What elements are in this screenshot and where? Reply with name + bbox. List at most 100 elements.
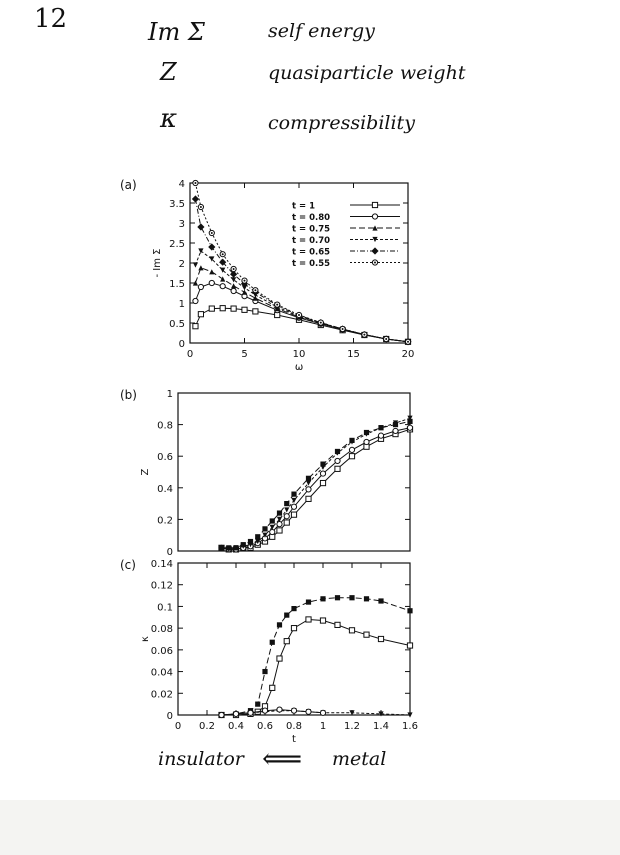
panel-c-ytick-label-7: 0.14	[151, 559, 173, 570]
panel-a-series-2-point-4	[231, 283, 237, 289]
panel-c-series-3-point-0	[218, 711, 225, 719]
panel-a-series-5-line	[194, 182, 409, 343]
panel-a-series-1-line	[194, 282, 409, 343]
panel-a-label: (a)	[120, 178, 137, 192]
panel-a-series-5-point-11-dot	[363, 333, 366, 336]
panel-a-ytick-label-5: 2.5	[169, 239, 185, 250]
panel-c-series-0-point-6	[276, 622, 283, 628]
panel-c-series-1-point-10	[319, 617, 327, 624]
panel-a-legend-label-4: t = 0.65	[292, 248, 330, 258]
page-number: 12	[34, 4, 68, 34]
panel-b-series-1-point-18	[406, 424, 414, 431]
panel-a-xtick-label-3: 15	[347, 349, 360, 360]
panel-b-series-2-point-18	[407, 415, 413, 421]
panel-b-series-2-point-6	[262, 532, 268, 538]
panel-a-series-3-point-1	[198, 248, 204, 254]
panel-a-legend-marker-0	[371, 201, 379, 209]
panel-b-frame	[177, 392, 411, 552]
panel-c-series-0-point-14	[378, 598, 384, 604]
note-meaning-compressibility: compressibility	[268, 112, 415, 134]
panel-b-series-1-point-12	[319, 470, 327, 477]
footer-insulator-label: insulator	[158, 748, 244, 770]
panel-a-series-0-point-6	[252, 308, 259, 315]
panel-a-legend-label-3: t = 0.70	[292, 236, 330, 246]
panel-b-series-3-point-9	[284, 501, 290, 507]
panel-a-series-4-point-2	[208, 243, 216, 251]
panel-a-series-1-point-1	[197, 283, 204, 291]
panel-b-series-3-point-10	[291, 491, 297, 497]
panel-c-xtick-label-1: 0.2	[199, 721, 215, 732]
panel-a-series-4-point-1	[197, 223, 205, 231]
panel-c-ylabel: κ	[140, 636, 151, 642]
panel-c-series-2-point-10	[407, 712, 413, 718]
panel-a-series-2-point-3	[220, 276, 226, 282]
panel-c-series-1-point-15	[406, 642, 414, 649]
panel-a-series-5-point-7-dot	[276, 303, 279, 306]
panel-c-series-0-point-11	[334, 595, 341, 601]
panel-b-ytick-label-5: 1	[167, 389, 173, 400]
panel-c-series-1-point-5	[269, 684, 276, 691]
panel-a-series-5-point-4-dot	[232, 268, 235, 270]
panel-c-series-3-point-2	[247, 709, 254, 716]
panel-b-series-0-point-8	[276, 527, 283, 534]
panel-a-ytick-label-4: 2	[179, 259, 185, 270]
panel-b-series-0-point-11	[305, 495, 312, 502]
panel-b-series-2-point-9	[284, 507, 290, 513]
panel-a-series-5-point-3-dot	[221, 253, 224, 256]
panel-c-frame	[177, 562, 411, 716]
footer-arrow: ⟸	[262, 742, 303, 775]
panel-a-xtick-label-1: 5	[241, 349, 247, 360]
note-meaning-quasiparticle-weight: quasiparticle weight	[268, 62, 466, 84]
panel-b-ytick-label-4: 0.8	[157, 421, 173, 432]
panel-c-xtick-label-5: 1	[320, 721, 326, 732]
panel-a-series-2-point-5	[241, 289, 248, 295]
panel-b-series-3-point-0	[218, 545, 225, 551]
panel-c-series-0-point-12	[349, 595, 355, 601]
panel-c-series-3-point-3	[261, 707, 269, 714]
panel-b-series-1-point-9	[283, 513, 290, 520]
note-meaning-self-energy: self energy	[268, 20, 375, 42]
panel-b-ytick-label-1: 0.2	[157, 515, 173, 526]
panel-a-series-5-point-6-dot	[254, 289, 257, 292]
panel-a-xtick-label-2: 10	[293, 349, 306, 360]
panel-c-series-3-point-7	[319, 709, 327, 716]
panel-a-series-3-line	[194, 250, 409, 343]
panel-a-series-5-point-8-dot	[298, 314, 300, 316]
panel-a-ytick-label-2: 1	[179, 299, 185, 310]
panel-b-series-3-point-7	[269, 518, 275, 524]
panel-c-ytick-label-2: 0.04	[151, 668, 173, 679]
panel-c-series-1-point-14	[377, 635, 385, 643]
panel-c-series-0-point-9	[305, 599, 312, 605]
panel-a-xtick-label-0: 0	[187, 349, 193, 360]
panel-b-series-3-point-15	[363, 429, 370, 436]
panel-c-series-0-point-15	[407, 608, 413, 614]
panel-b-series-3-point-18	[407, 418, 413, 425]
panel-b-ytick-label-2: 0.4	[157, 484, 173, 495]
panel-a-xtick-label-4: 20	[402, 349, 415, 360]
panel-a-xlabel: ω	[295, 362, 303, 373]
panel-a-series-4-point-4	[230, 270, 238, 278]
panel-c-series-1-point-6	[276, 655, 283, 662]
panel-c-xtick-label-6: 1.2	[344, 721, 360, 732]
panel-c-series-1-point-12	[348, 627, 356, 634]
panel-a-legend-label-5: t = 0.55	[292, 259, 330, 269]
panel-c-series-0-line	[221, 597, 411, 716]
panel-a-ytick-label-0: 0	[179, 339, 185, 350]
panel-c-series-0-point-3	[255, 701, 261, 707]
panel-c-ytick-label-6: 0.12	[151, 581, 173, 592]
panel-b-series-3-point-14	[349, 437, 355, 443]
panel-a-ytick-label-1: 0.5	[169, 319, 185, 330]
panel-b-series-1-point-10	[290, 503, 298, 510]
panel-b-series-2-point-11	[305, 480, 312, 486]
panel-b-series-3-point-3	[240, 542, 246, 548]
panel-b-series-0-point-14	[348, 453, 356, 460]
panel-a-series-1-point-3	[219, 283, 226, 290]
panel-c-series-3-point-4	[276, 706, 283, 713]
panel-c-ytick-label-5: 0.1	[157, 602, 173, 613]
panel-b-series-3-point-4	[247, 538, 254, 545]
panel-c-series-0-point-7	[284, 612, 290, 618]
panel-b-ytick-label-0: 0	[167, 547, 173, 558]
panel-a-series-5-point-13-dot	[407, 340, 409, 343]
panel-b-series-2-point-5	[255, 538, 261, 545]
panel-a-ylabel: - Im Σ	[152, 249, 163, 278]
